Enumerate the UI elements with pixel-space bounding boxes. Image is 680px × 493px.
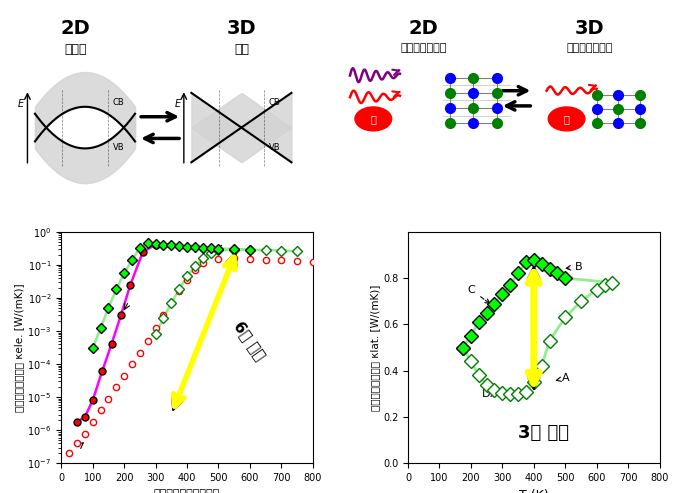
X-axis label: 絶対温度（ケルビン）: 絶対温度（ケルビン） bbox=[154, 489, 220, 493]
Text: A: A bbox=[556, 373, 570, 383]
Text: B: B bbox=[566, 262, 582, 272]
Text: E: E bbox=[18, 99, 24, 109]
Text: 6桁 変化: 6桁 変化 bbox=[231, 319, 269, 363]
Text: VB: VB bbox=[269, 143, 281, 152]
Y-axis label: 格子の熱伝導率， κlat. [W/(mK)]: 格子の熱伝導率， κlat. [W/(mK)] bbox=[370, 284, 380, 411]
Text: C: C bbox=[468, 285, 490, 304]
Text: 熱: 熱 bbox=[371, 114, 376, 124]
Text: D: D bbox=[482, 389, 496, 399]
Y-axis label: 電子の熱伝導率， κele. [W/(mK)]: 電子の熱伝導率， κele. [W/(mK)] bbox=[14, 283, 24, 412]
Text: 弱フォノン散乱: 弱フォノン散乱 bbox=[566, 43, 613, 53]
Text: CB: CB bbox=[269, 98, 281, 107]
Circle shape bbox=[355, 107, 392, 131]
Text: 強フォノン散乱: 強フォノン散乱 bbox=[400, 43, 447, 53]
Text: 2D: 2D bbox=[409, 19, 438, 38]
Text: 3倍 変化: 3倍 変化 bbox=[517, 424, 568, 442]
X-axis label: T (K): T (K) bbox=[519, 489, 549, 493]
Text: 熱: 熱 bbox=[564, 114, 570, 124]
Text: 金属: 金属 bbox=[234, 43, 249, 56]
Text: 2D: 2D bbox=[61, 19, 90, 38]
Text: E: E bbox=[175, 99, 181, 109]
Circle shape bbox=[548, 107, 585, 131]
Text: 半導体: 半導体 bbox=[65, 43, 87, 56]
Text: 3D: 3D bbox=[226, 19, 256, 38]
Text: VB: VB bbox=[112, 143, 124, 152]
Text: 3D: 3D bbox=[575, 19, 605, 38]
Text: CB: CB bbox=[112, 98, 124, 107]
